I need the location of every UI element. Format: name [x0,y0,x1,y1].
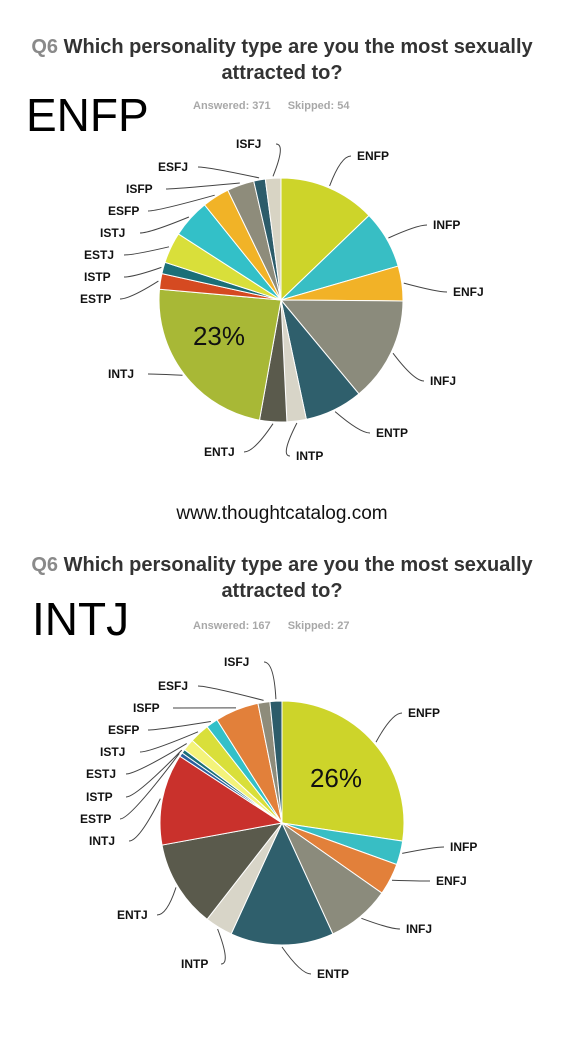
highlight-percent-label: 23% [193,321,245,351]
leader-line-esfp [148,722,211,731]
leader-line-enfp [330,156,351,186]
slice-label-infp: INFP [450,840,477,854]
slice-label-estj: ESTJ [86,767,116,781]
leader-line-infj [393,353,424,381]
leader-line-entp [282,947,311,974]
leader-line-esfj [198,686,264,700]
leader-line-entj [157,887,176,915]
response-stats: Answered: 167 Skipped: 27 [193,620,349,632]
slice-label-infj: INFJ [406,922,432,936]
question-text: Which personality type are you the most … [64,554,533,602]
respondent-type-label: ENFP [26,88,149,142]
leader-line-enfj [392,880,430,881]
answered-count: Answered: 371 [193,100,271,112]
leader-line-infp [388,225,427,238]
respondent-type-label: INTJ [32,592,129,646]
slice-label-isfp: ISFP [133,701,160,715]
leader-line-esfj [198,167,259,178]
leader-line-intp [218,929,226,964]
skipped-count: Skipped: 27 [288,620,350,632]
slice-label-esfj: ESFJ [158,679,188,693]
slice-label-esfp: ESFP [108,723,139,737]
slice-label-enfp: ENFP [408,706,440,720]
source-url: www.thoughtcatalog.com [0,503,564,525]
slice-label-entj: ENTJ [204,445,235,459]
leader-line-isfj [273,144,280,176]
question-number: Q6 [31,554,58,576]
slice-label-enfj: ENFJ [453,285,484,299]
leader-line-estj [124,247,169,255]
slice-label-intj: INTJ [108,367,134,381]
slice-label-istj: ISTJ [100,226,125,240]
answered-count: Answered: 167 [193,620,271,632]
slice-label-istp: ISTP [86,790,113,804]
slice-label-infj: INFJ [430,374,456,388]
leader-line-entp [335,412,370,433]
slice-label-entp: ENTP [317,967,349,981]
question-text: Which personality type are you the most … [64,36,533,84]
slice-label-estp: ESTP [80,812,111,826]
leader-line-istp [124,267,161,277]
slice-label-intp: INTP [181,957,208,971]
slice-label-isfj: ISFJ [236,137,261,151]
slice-label-isfp: ISFP [126,182,153,196]
slice-label-esfp: ESFP [108,204,139,218]
leader-line-entj [244,424,273,452]
response-stats: Answered: 371 Skipped: 54 [193,100,349,112]
slice-label-infp: INFP [433,218,460,232]
slice-label-istp: ISTP [84,270,111,284]
slice-label-estp: ESTP [80,292,111,306]
leader-line-intj [129,799,160,841]
slice-label-enfp: ENFP [357,149,389,163]
leader-line-intj [148,374,183,375]
pie-slice-intj [159,289,281,420]
skipped-count: Skipped: 54 [288,100,350,112]
chart-panel-intj: ENFP INFP ENFJ INFJ ENTP INTP ENTJ INTJ ESTP ISTP… [0,540,564,1040]
slice-label-entp: ENTP [376,426,408,440]
leader-line-infp [402,847,444,853]
question-number: Q6 [31,36,58,58]
leader-line-enfj [404,283,447,292]
slice-label-isfj: ISFJ [224,655,249,669]
slice-label-intj: INTJ [89,834,115,848]
slice-label-esfj: ESFJ [158,160,188,174]
slice-label-estj: ESTJ [84,248,114,262]
leader-line-isfj [264,662,276,699]
slice-label-entj: ENTJ [117,908,148,922]
slice-label-intp: INTP [296,449,323,463]
leader-line-estp [120,281,158,299]
leader-line-infj [361,918,400,929]
slice-label-enfj: ENFJ [436,874,467,888]
highlight-percent-label: 26% [310,763,362,793]
leader-line-isfp [166,183,240,189]
slice-label-istj: ISTJ [100,745,125,759]
chart-title: Q6 Which personality type are you the mo… [0,34,564,86]
leader-line-enfp [376,713,402,742]
chart-panel-enfp: ENFP INFP ENFJ INFJ ENTP INTP ENTJ INTJ ESTP ISTP… [0,0,564,500]
